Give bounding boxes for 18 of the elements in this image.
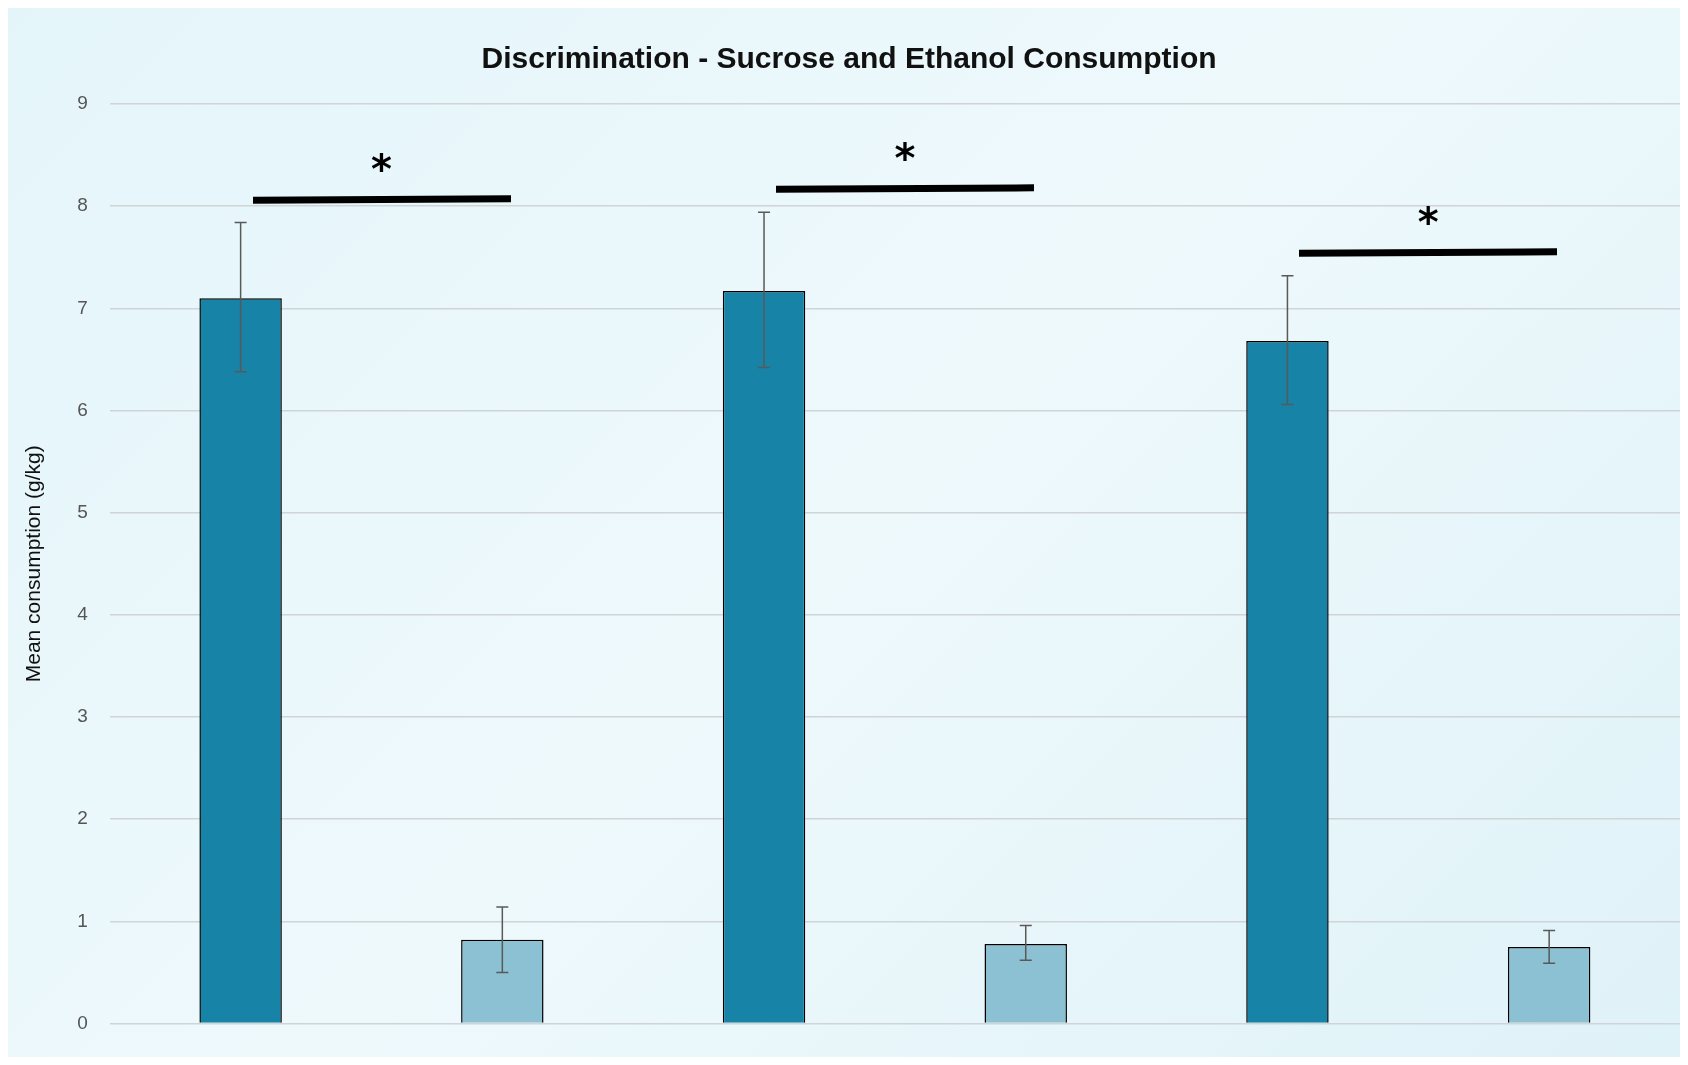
y-tick-label: 6 (77, 398, 88, 420)
y-tick-label: 5 (77, 500, 88, 522)
y-tick-label: 1 (77, 909, 88, 931)
y-tick-label: 7 (77, 296, 88, 318)
y-tick-label: 9 (77, 92, 88, 114)
y-tick-label: 0 (77, 1011, 88, 1033)
annotation: * (370, 145, 393, 192)
significance-bracket: * (252, 146, 511, 203)
y-tick-label: 4 (77, 603, 89, 625)
significance-bracket: * (1299, 199, 1558, 256)
y-tick-label: 3 (77, 705, 88, 727)
annotation: * (1416, 198, 1440, 245)
chart-title: Discrimination - Sucrose and Ethanol Consumption (481, 41, 1217, 75)
y-axis-title: Mean consumption (g/kg) (21, 445, 45, 683)
y-tick-label: 8 (77, 194, 88, 216)
y-tick-label: 2 (77, 807, 88, 829)
significance-bracket: * (776, 136, 1034, 193)
annotation: * (893, 135, 917, 182)
